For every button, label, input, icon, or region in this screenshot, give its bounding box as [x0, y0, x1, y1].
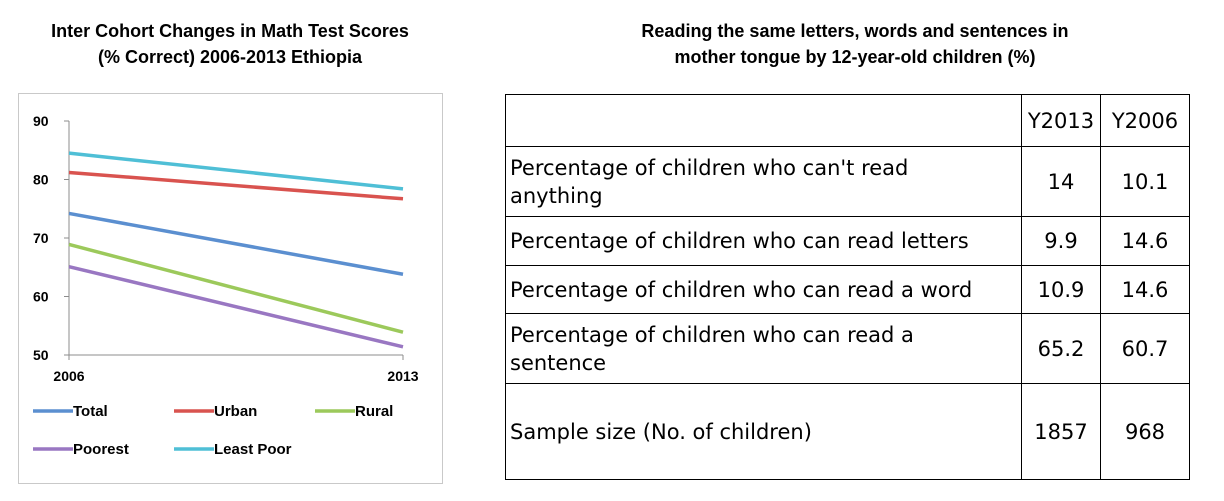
table-row: Percentage of children who can read a se… [505, 313, 1190, 384]
y-tick-label: 60 [33, 289, 49, 305]
row-label-line: sentence [510, 350, 607, 375]
row-label: Sample size (No. of children) [505, 383, 1022, 480]
y-tick-label: 80 [33, 172, 49, 188]
table-header-label [505, 94, 1022, 147]
table-header-y2006: Y2006 [1100, 94, 1190, 147]
chart-title-line-2: (% Correct) 2006-2013 Ethiopia [97, 47, 363, 67]
row-label-line: Percentage of children who can read a [510, 322, 914, 347]
cell-y2013: 14 [1021, 146, 1101, 217]
row-label: Percentage of children who can read a se… [505, 313, 1022, 384]
table-row: Percentage of children who can read lett… [505, 216, 1190, 266]
cell-y2006: 10.1 [1100, 146, 1190, 217]
table-row: Percentage of children who can read a wo… [505, 265, 1190, 314]
row-label-line: anything [510, 183, 603, 208]
table-title: Reading the same letters, words and sent… [505, 18, 1205, 70]
table-header-y2013: Y2013 [1021, 94, 1101, 147]
table-row: Sample size (No. of children) 1857 968 [505, 383, 1190, 480]
cell-y2006: 14.6 [1100, 216, 1190, 266]
y-tick-label: 50 [33, 347, 49, 363]
table-title-line-2: mother tongue by 12-year-old children (%… [674, 47, 1036, 67]
cell-y2006: 14.6 [1100, 265, 1190, 314]
series-line-least-poor [68, 151, 404, 191]
series-line-total [68, 211, 404, 276]
series-line-urban [68, 170, 404, 201]
series-line-poorest [68, 264, 404, 349]
x-tick-label: 2013 [387, 368, 418, 384]
row-label: Percentage of children who can read a wo… [505, 265, 1022, 314]
chart-title: Inter Cohort Changes in Math Test Scores… [0, 18, 460, 70]
cell-y2006: 968 [1100, 383, 1190, 480]
row-label: Percentage of children who can read lett… [505, 216, 1022, 266]
legend-label-rural: Rural [355, 403, 393, 420]
cell-y2013: 65.2 [1021, 313, 1101, 384]
legend-label-poorest: Poorest [73, 441, 129, 458]
line-chart-svg: 50 60 70 80 90 2006 2013 Total Urban Rural Poorest… [33, 113, 419, 458]
table-header-row: Y2013 Y2006 [505, 94, 1190, 147]
cell-y2013: 10.9 [1021, 265, 1101, 314]
line-chart: 50 60 70 80 90 2006 2013 Total Urban Rural Poorest… [18, 93, 443, 484]
row-label-line: Percentage of children who can't read [510, 155, 909, 180]
cell-y2013: 1857 [1021, 383, 1101, 480]
row-label: Percentage of children who can't read an… [505, 146, 1022, 217]
legend-label-urban: Urban [214, 403, 257, 420]
table-row: Percentage of children who can't read an… [505, 146, 1190, 217]
table-title-line-1: Reading the same letters, words and sent… [641, 21, 1069, 41]
reading-table: Y2013 Y2006 Percentage of children who c… [505, 94, 1190, 480]
y-tick-label: 90 [33, 113, 49, 129]
y-tick-label: 70 [33, 230, 49, 246]
cell-y2006: 60.7 [1100, 313, 1190, 384]
legend-label-least-poor: Least Poor [214, 441, 292, 458]
chart-title-line-1: Inter Cohort Changes in Math Test Scores [51, 21, 409, 41]
cell-y2013: 9.9 [1021, 216, 1101, 266]
legend-label-total: Total [73, 403, 108, 420]
series-line-rural [68, 242, 404, 334]
x-tick-label: 2006 [53, 368, 84, 384]
